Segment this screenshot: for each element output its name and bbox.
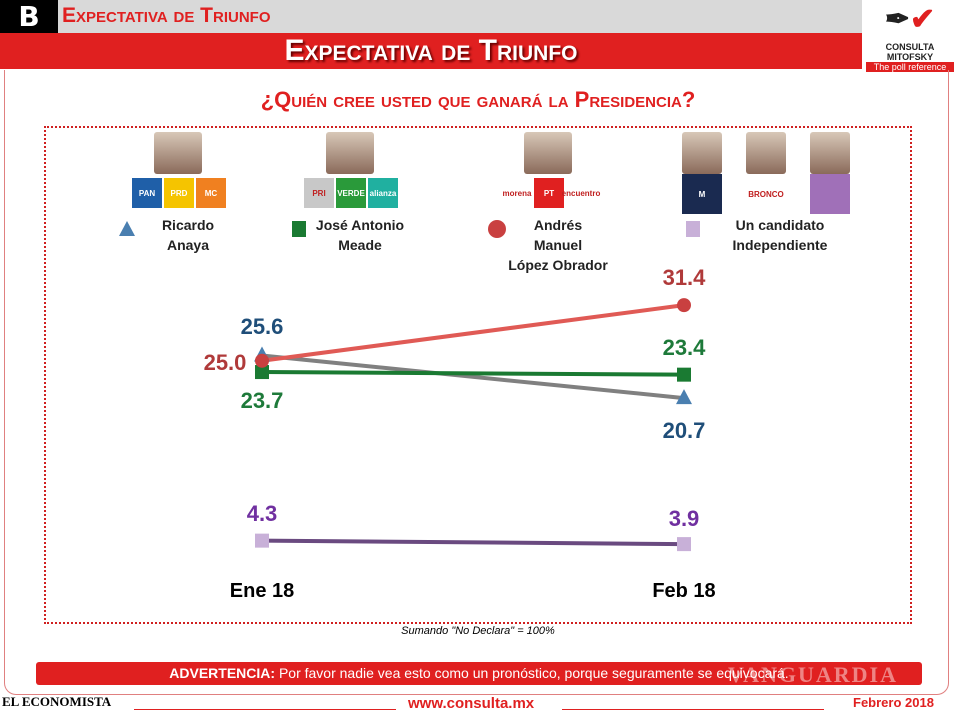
- logo-tagline: The poll reference: [866, 62, 954, 72]
- party-logo: alianza: [368, 178, 398, 208]
- divider: [562, 709, 824, 710]
- mitofsky-logo: ✒✔ CONSULTA MITOFSKY The poll reference: [866, 2, 954, 74]
- series-line: [261, 303, 685, 363]
- series-line: [261, 370, 685, 377]
- candidate-photo: [154, 132, 202, 174]
- data-point: [255, 365, 269, 380]
- party-logo: PT: [534, 178, 564, 208]
- data-label: 3.9: [668, 506, 700, 531]
- x-tick-label: Ene 18: [229, 580, 295, 602]
- data-label: 4.3: [246, 501, 278, 526]
- footer-brand: EL ECONOMISTA: [2, 694, 112, 709]
- watermark: VANGUARDIA: [728, 662, 898, 687]
- footer-date: Febrero 2018: [853, 695, 934, 710]
- footnote: Sumando "No Declara" = 100%: [401, 625, 555, 637]
- warning-banner: ADVERTENCIA: Por favor nadie vea esto co…: [36, 662, 922, 687]
- legend-marker: [686, 221, 706, 247]
- candidate-photo: [810, 132, 850, 174]
- warning-text: Por favor nadie vea esto como un pronóst…: [275, 665, 789, 681]
- data-point: [255, 353, 269, 368]
- logo-text: CONSULTA MITOFSKY: [885, 42, 935, 62]
- data-label: 20.7: [662, 418, 706, 443]
- footer-url[interactable]: www.consulta.mx: [408, 695, 535, 712]
- data-point: [677, 537, 691, 552]
- question-title: ¿Quién cree usted que ganará la Presiden…: [260, 87, 696, 112]
- candidate-name: Un candidato Independiente: [732, 217, 828, 253]
- x-tick-label: Feb 18: [652, 580, 716, 602]
- data-label: 23.4: [662, 335, 706, 360]
- party-logo: encuentro: [562, 178, 600, 208]
- footer: EL ECONOMISTA www.consulta.mx Febrero 20…: [0, 692, 956, 716]
- party-logo: PRD: [164, 178, 194, 208]
- candidate-name: Ricardo Anaya: [161, 217, 215, 253]
- candidate-photo: [682, 132, 722, 174]
- data-point: [677, 367, 691, 382]
- chart-frame: [44, 126, 912, 624]
- party-logo: BRONCO: [746, 174, 786, 214]
- data-label: 31.4: [662, 265, 706, 290]
- data-label: 25.6: [240, 314, 284, 339]
- content-frame: [4, 70, 949, 695]
- candidate-photo: [746, 132, 786, 174]
- legend-marker: [119, 221, 140, 247]
- party-logo: VERDE: [336, 178, 366, 208]
- warning-label: ADVERTENCIA:: [169, 665, 276, 681]
- page-title: Expectativa de Triunfo: [284, 34, 578, 67]
- candidate-photo: [524, 132, 572, 174]
- divider: [134, 709, 396, 710]
- candidate-name: Andrés Manuel López Obrador: [508, 217, 608, 273]
- section-title: Expectativa de Triunfo: [62, 4, 271, 27]
- series-line: [261, 538, 685, 547]
- party-logo: MC: [196, 178, 226, 208]
- title-bar: [0, 33, 862, 69]
- party-logo: PRI: [304, 178, 334, 208]
- data-label: 23.7: [240, 388, 284, 413]
- section-letter: B: [0, 0, 58, 33]
- candidate-photo: [326, 132, 374, 174]
- legend-marker: [488, 220, 510, 247]
- section-bar: [0, 0, 862, 33]
- series-line: [261, 353, 685, 401]
- data-point: [255, 533, 269, 548]
- party-logo: morena: [502, 178, 532, 208]
- party-logo: M: [682, 174, 722, 214]
- party-logo: PAN: [132, 178, 162, 208]
- candidate-name: José Antonio Meade: [315, 217, 405, 253]
- party-logo: [810, 174, 850, 214]
- legend-marker: [292, 221, 312, 247]
- data-point: [677, 298, 691, 313]
- data-point: [676, 389, 692, 405]
- data-label: 25.0: [203, 350, 247, 375]
